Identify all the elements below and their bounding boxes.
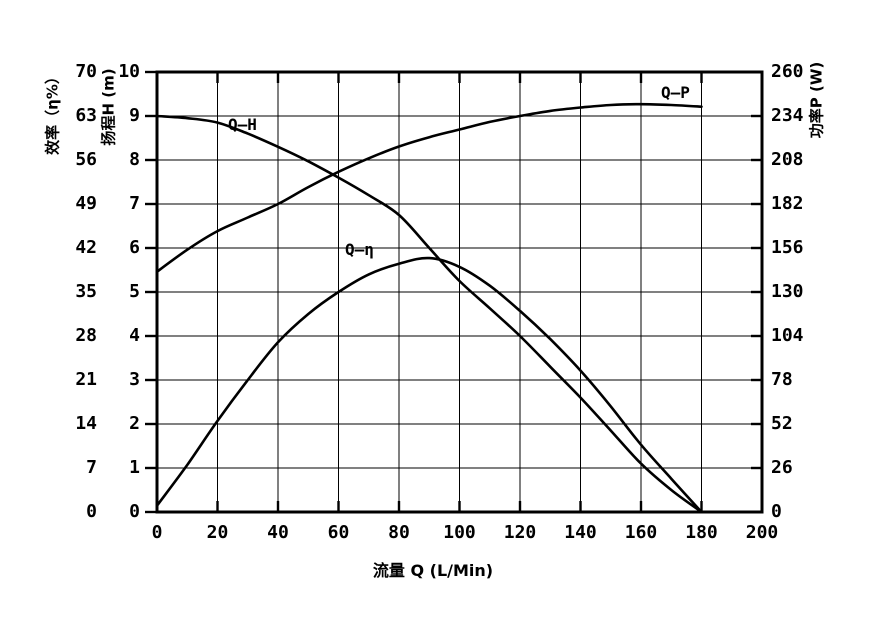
flow-tick-label: 40 [267, 522, 289, 543]
curve-label-q-p: Q—P [661, 83, 690, 102]
plot-frame [155, 70, 764, 514]
head-tick-label: 9 [129, 105, 140, 126]
head-tick-label: 3 [129, 369, 140, 390]
power-tick-label: 208 [771, 149, 804, 170]
power-tick-label: 0 [771, 501, 782, 522]
flow-tick-label: 200 [745, 522, 779, 543]
curve-label-q-h: Q—H [228, 115, 257, 134]
power-tick-label: 260 [771, 61, 804, 82]
flow-tick-label: 0 [151, 522, 163, 543]
head-tick-label: 1 [129, 457, 140, 478]
head-tick-label: 7 [129, 193, 140, 214]
head-tick-label: 0 [129, 501, 140, 522]
efficiency-tick-label: 63 [75, 105, 97, 126]
efficiency-tick-label: 70 [75, 61, 97, 82]
head-tick-label: 2 [129, 413, 140, 434]
head-tick-label: 8 [129, 149, 140, 170]
flow-tick-label: 60 [327, 522, 350, 543]
power-tick-label: 52 [771, 413, 793, 434]
efficiency-tick-label: 7 [86, 457, 97, 478]
efficiency-tick-label: 35 [75, 281, 97, 302]
curve-Q-eta [155, 256, 703, 514]
flow-tick-label: 20 [206, 522, 229, 543]
flow-tick-label: 80 [388, 522, 410, 543]
head-tick-label: 10 [118, 61, 140, 82]
efficiency-tick-label: 49 [75, 193, 97, 214]
power-tick-label: 156 [771, 237, 804, 258]
flow-axis-title: 流量 Q (L/Min) [372, 561, 494, 580]
power-tick-label: 234 [771, 105, 804, 126]
curve-label-q-eta: Q—η [345, 240, 374, 259]
flow-tick-label: 100 [443, 522, 476, 543]
efficiency-tick-label: 21 [75, 369, 97, 390]
power-tick-label: 26 [771, 457, 793, 478]
flow-tick-label: 120 [503, 522, 537, 543]
head-tick-label: 4 [129, 325, 140, 346]
efficiency-tick-label: 14 [75, 413, 97, 434]
flow-tick-label: 160 [624, 522, 658, 543]
efficiency-tick-label: 56 [75, 149, 97, 170]
head-tick-label: 6 [129, 237, 140, 258]
flow-tick-label: 180 [685, 522, 718, 543]
power-tick-label: 78 [771, 369, 793, 390]
power-tick-label: 104 [771, 325, 804, 346]
flow-tick-label: 140 [564, 522, 597, 543]
power-tick-label: 182 [771, 193, 804, 214]
efficiency-tick-label: 42 [75, 237, 97, 258]
efficiency-tick-label: 28 [75, 325, 97, 346]
curve-Q-P [155, 102, 703, 273]
curve-Q-H [155, 114, 703, 514]
head-tick-label: 5 [129, 281, 140, 302]
power-tick-label: 130 [771, 281, 804, 302]
efficiency-tick-label: 0 [86, 501, 97, 522]
